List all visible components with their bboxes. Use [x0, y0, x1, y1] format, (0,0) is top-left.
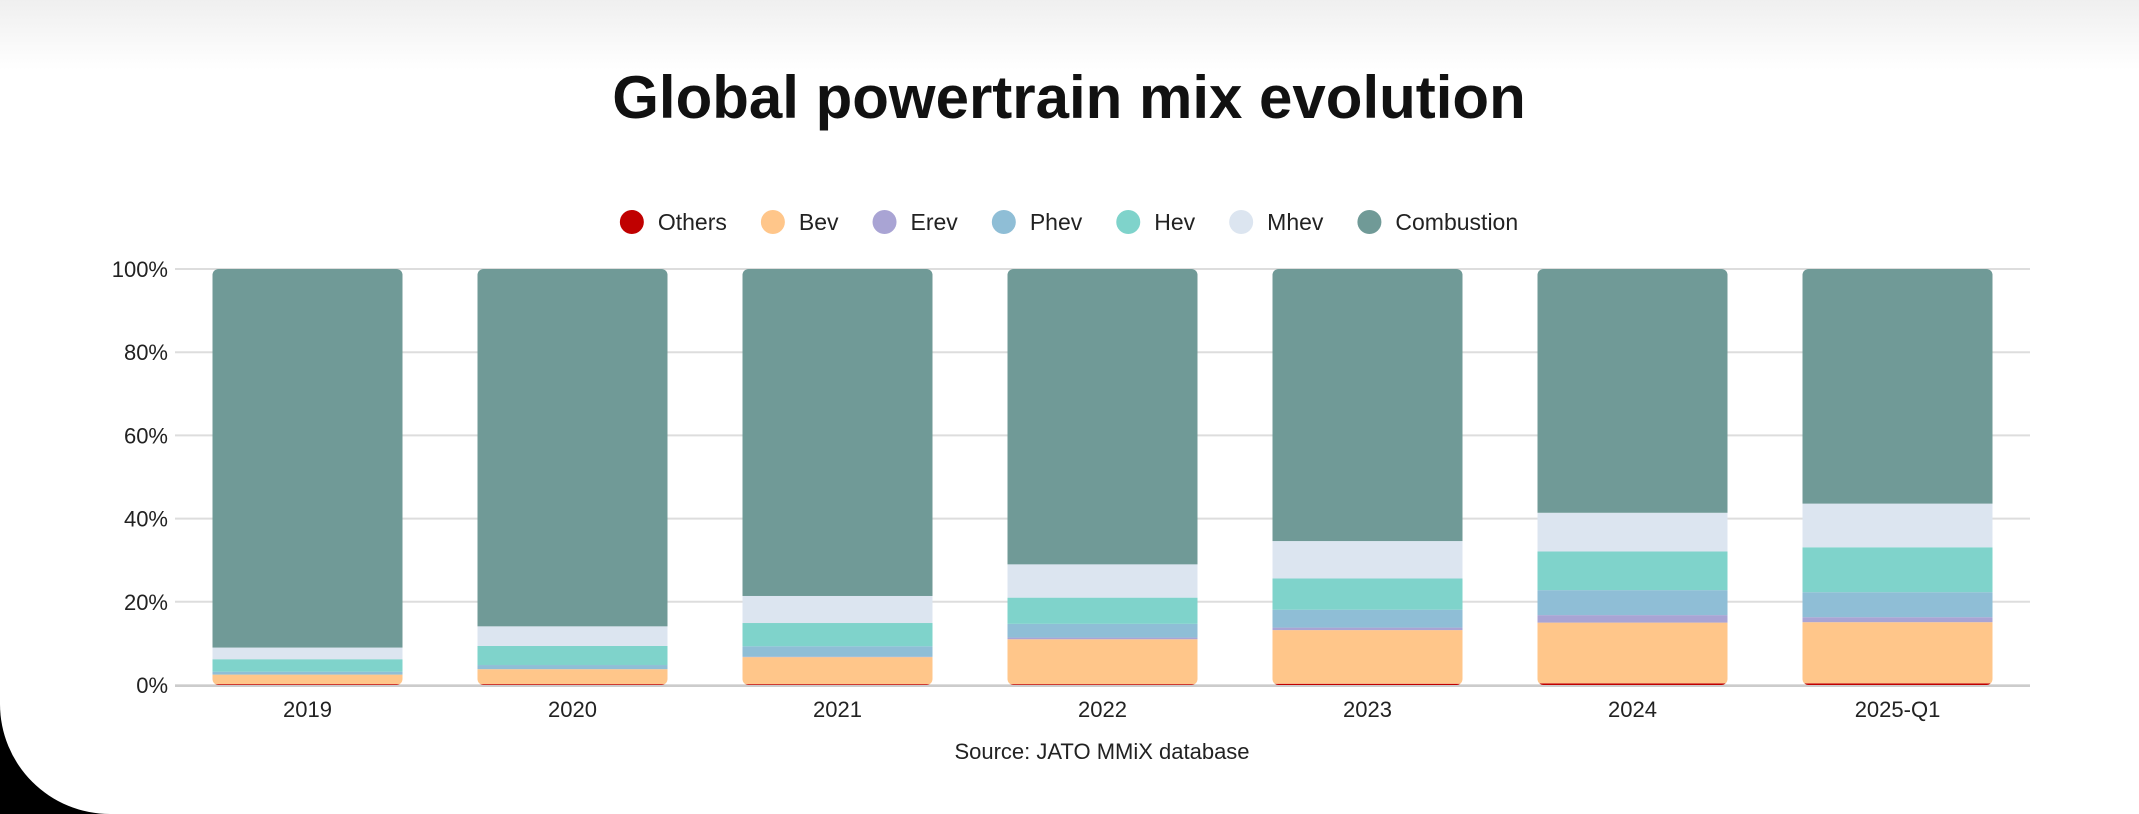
legend-item-mhev[interactable]: Mhev — [1229, 209, 1324, 235]
bar-segment-mhev-2019 — [212, 647, 403, 660]
bar-segment-erev-2022 — [1007, 637, 1198, 640]
legend-label: Others — [658, 209, 727, 235]
legend-item-phev[interactable]: Phev — [991, 209, 1083, 235]
x-tick-label: 2023 — [1343, 697, 1392, 722]
bar-stack-2021 — [742, 269, 933, 685]
y-tick-label: 0% — [136, 673, 168, 698]
bar-segment-hev-2021 — [742, 623, 933, 647]
legend-swatch — [1229, 210, 1254, 234]
y-axis-ticks: 0% 20% 40% 60% 80% 100% — [112, 257, 168, 698]
y-tick-label: 20% — [124, 590, 168, 615]
bar-segment-combustion-2025-Q1 — [1802, 269, 1993, 504]
bar-segment-hev-2024 — [1537, 551, 1728, 591]
bar-segment-erev-2023 — [1272, 627, 1463, 631]
bar-segment-others-2022 — [1007, 684, 1198, 685]
y-tick-label: 60% — [124, 423, 168, 448]
legend-swatch — [872, 210, 897, 234]
legend-swatch — [1116, 210, 1141, 234]
bar-segment-combustion-2024 — [1537, 269, 1728, 513]
bar-segment-bev-2019 — [212, 674, 403, 685]
bar-segment-phev-2022 — [1007, 623, 1198, 638]
bar-segment-combustion-2020 — [477, 269, 668, 627]
bar-segment-hev-2023 — [1272, 578, 1463, 610]
bar-segment-bev-2023 — [1272, 630, 1463, 684]
bar-segment-others-2023 — [1272, 683, 1463, 685]
bar-segment-others-2024 — [1537, 683, 1728, 685]
x-tick-label: 2022 — [1078, 697, 1127, 722]
bar-segment-phev-2024 — [1537, 590, 1728, 616]
bar-segment-bev-2020 — [477, 669, 668, 685]
bar-segment-hev-2025-Q1 — [1802, 547, 1993, 593]
bar-segment-mhev-2025-Q1 — [1802, 503, 1993, 548]
legend-item-bev[interactable]: Bev — [760, 209, 839, 235]
legend-item-hev[interactable]: Hev — [1116, 209, 1196, 235]
bar-segment-others-2020 — [477, 684, 668, 685]
bar-segment-erev-2024 — [1537, 615, 1728, 623]
bar-segment-bev-2024 — [1537, 622, 1728, 684]
legend-swatch — [991, 210, 1016, 234]
bar-stack-2025-Q1 — [1802, 269, 1993, 685]
y-tick-label: 100% — [112, 257, 168, 282]
bar-stack-2022 — [1007, 269, 1198, 685]
bar-segment-mhev-2023 — [1272, 541, 1463, 579]
bar-segment-combustion-2022 — [1007, 269, 1198, 565]
bar-segment-others-2021 — [742, 684, 933, 685]
bar-segment-hev-2019 — [212, 659, 403, 672]
bar-segment-phev-2019 — [212, 671, 403, 675]
bar-segment-phev-2025-Q1 — [1802, 592, 1993, 618]
x-tick-label: 2024 — [1608, 697, 1657, 722]
bar-segment-others-2019 — [212, 684, 403, 685]
legend-label: Hev — [1154, 209, 1195, 235]
bar-segment-phev-2021 — [742, 646, 933, 657]
legend-label: Combustion — [1395, 209, 1518, 235]
bar-stack-2023 — [1272, 269, 1463, 685]
bar-segment-mhev-2022 — [1007, 564, 1198, 598]
bar-segment-hev-2020 — [477, 645, 668, 666]
bar-stack-2020 — [477, 269, 668, 685]
legend-label: Mhev — [1267, 209, 1324, 235]
legend-item-combustion[interactable]: Combustion — [1357, 209, 1518, 235]
x-tick-label: 2019 — [283, 697, 332, 722]
bar-segment-mhev-2024 — [1537, 512, 1728, 552]
y-tick-label: 80% — [124, 340, 168, 365]
y-tick-label: 40% — [124, 507, 168, 532]
x-tick-label: 2021 — [813, 697, 862, 722]
bar-stack-2019 — [212, 269, 403, 685]
bar-stack-2024 — [1537, 269, 1728, 685]
top-shadow — [0, 0, 2139, 70]
legend-label: Phev — [1030, 209, 1083, 235]
legend-swatch — [619, 210, 644, 234]
legend-swatch — [760, 210, 785, 234]
bar-segment-hev-2022 — [1007, 597, 1198, 624]
bar-segment-mhev-2021 — [742, 595, 933, 624]
legend-label: Erev — [911, 209, 959, 235]
chart-title: Global powertrain mix evolution — [612, 64, 1525, 131]
bar-segment-combustion-2021 — [742, 269, 933, 596]
legend-item-others[interactable]: Others — [619, 209, 727, 235]
source-note: Source: JATO MMiX database — [954, 739, 1249, 764]
legend: Others Bev Erev Phev Hev Mhev Combustion — [619, 209, 1518, 235]
bars — [212, 269, 1993, 685]
bar-segment-bev-2021 — [742, 657, 933, 685]
legend-swatch — [1357, 210, 1382, 234]
bar-segment-others-2025-Q1 — [1802, 683, 1993, 685]
bar-segment-erev-2025-Q1 — [1802, 617, 1993, 623]
bar-segment-mhev-2020 — [477, 626, 668, 646]
legend-item-erev[interactable]: Erev — [872, 209, 959, 235]
bar-segment-bev-2022 — [1007, 639, 1198, 685]
legend-label: Bev — [799, 209, 839, 235]
bar-segment-phev-2023 — [1272, 609, 1463, 628]
x-tick-label: 2020 — [548, 697, 597, 722]
bar-segment-combustion-2019 — [212, 269, 403, 648]
bar-segment-combustion-2023 — [1272, 269, 1463, 542]
x-tick-label: 2025-Q1 — [1855, 697, 1941, 722]
bar-segment-bev-2025-Q1 — [1802, 622, 1993, 684]
x-axis-ticks: 2019 2020 2021 2022 2023 2024 2025-Q1 — [283, 697, 1940, 722]
bar-segment-phev-2020 — [477, 665, 668, 670]
